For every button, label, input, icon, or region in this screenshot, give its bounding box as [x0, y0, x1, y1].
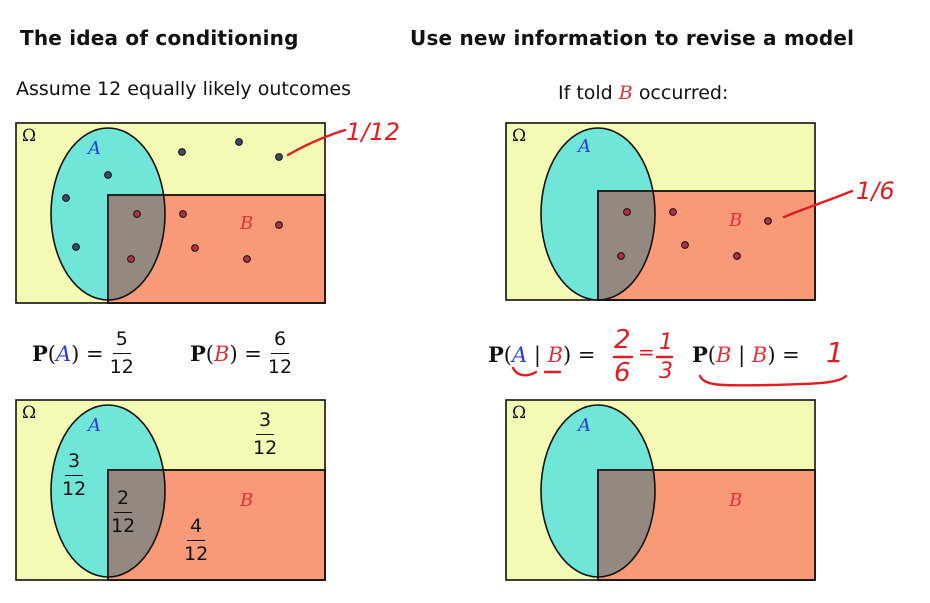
outcome-point — [275, 153, 283, 161]
outcome-point — [72, 243, 80, 251]
right-subtitle: If told B occurred: — [558, 82, 728, 104]
fraction-denominator: 12 — [253, 437, 278, 459]
fraction-a-only: 3 12 — [62, 452, 86, 499]
fraction-a-and-b: 2 12 — [111, 489, 135, 536]
omega-label: Ω — [512, 403, 527, 423]
formula-p-b: P(B) = 6 12 — [190, 328, 293, 378]
event-a: A — [56, 341, 72, 366]
fraction-denominator: 12 — [62, 478, 87, 500]
handwritten-den-3: 3 — [659, 359, 673, 384]
subtitle-prefix: If told — [558, 82, 613, 104]
outcome-point — [133, 210, 141, 218]
event-a: A — [512, 342, 528, 367]
formula-p-a: P(A) = 5 12 — [32, 328, 134, 378]
outcome-point — [178, 148, 186, 156]
prob-symbol: P — [190, 341, 206, 366]
outcome-point — [681, 241, 689, 249]
outcome-point — [127, 255, 135, 263]
formula-p-a-given-b: P(A | B) = — [488, 342, 596, 367]
fraction-numerator: 6 — [270, 330, 290, 354]
event-b-label: B — [240, 490, 254, 511]
outcome-point — [243, 255, 251, 263]
event-b-label: B — [240, 213, 254, 234]
venn-outcomes — [15, 122, 326, 304]
event-a-label: A — [578, 136, 591, 157]
left-title: The idea of conditioning — [20, 26, 299, 50]
fraction-denominator: 12 — [267, 356, 293, 378]
event-a-outline — [50, 127, 166, 301]
event-b: B — [751, 342, 768, 367]
outcome-point — [179, 210, 187, 218]
fraction-numerator: 4 — [187, 517, 206, 541]
outcome-point — [104, 171, 112, 179]
fraction-outside: 3 12 — [253, 411, 277, 458]
outcome-point — [62, 194, 70, 202]
formula-p-b-given-b: P(B | B) = — [692, 342, 800, 367]
fraction-numerator: 3 — [65, 452, 84, 476]
fraction-numerator: 5 — [112, 330, 131, 354]
prob-symbol: P — [692, 342, 708, 367]
handwritten-den-6: 6 — [614, 358, 631, 388]
event-b: B — [547, 342, 564, 367]
prob-symbol: P — [488, 342, 504, 367]
event-a-label: A — [88, 138, 101, 159]
event-a-label: A — [578, 415, 591, 436]
handwritten-conditional-prob: 1/6 — [856, 177, 895, 205]
underline-a — [511, 366, 538, 377]
annotation-line-1-6 — [782, 189, 854, 219]
omega-label: Ω — [22, 403, 37, 423]
fraction-denominator: 12 — [109, 356, 134, 378]
omega-label: Ω — [22, 126, 37, 146]
outcome-point — [191, 244, 199, 252]
outcome-point — [235, 138, 243, 146]
annotation-line-1-12 — [286, 128, 347, 157]
outcome-point — [733, 252, 741, 260]
venn-conditioned — [505, 399, 816, 581]
event-a-label: A — [88, 415, 101, 436]
underline-pbgb — [698, 374, 848, 387]
left-subtitle: Assume 12 equally likely outcomes — [16, 78, 351, 100]
outcome-points-b — [617, 208, 772, 260]
venn-probabilities — [15, 399, 326, 581]
handwritten-annotations — [286, 128, 854, 387]
fraction-numerator: 3 — [256, 411, 275, 435]
fraction-b-only: 4 12 — [184, 517, 208, 564]
handwritten-equals: = — [638, 340, 655, 364]
omega-label: Ω — [512, 126, 527, 146]
event-b: B — [214, 341, 230, 366]
outcome-point — [275, 221, 283, 229]
handwritten-num-1: 1 — [659, 330, 673, 355]
handwritten-pbgb-value: 1 — [826, 336, 844, 369]
fraction-denominator: 12 — [184, 543, 209, 565]
venn-conditioned-outcomes — [505, 122, 816, 301]
event-b-label: B — [729, 210, 743, 231]
right-title: Use new information to revise a model — [410, 26, 855, 50]
prob-symbol: P — [32, 341, 48, 366]
outcome-point — [764, 217, 772, 225]
event-b: B — [716, 342, 732, 367]
handwritten-num-2: 2 — [614, 325, 631, 355]
outcome-point — [623, 208, 631, 216]
fraction-denominator: 12 — [111, 515, 136, 537]
subtitle-event-b: B — [618, 82, 633, 104]
handwritten-outcome-prob: 1/12 — [346, 118, 400, 146]
outcome-points — [62, 138, 283, 251]
event-b-label: B — [729, 490, 743, 511]
fraction-numerator: 2 — [114, 489, 133, 513]
subtitle-suffix: occurred: — [638, 82, 729, 104]
outcome-point — [669, 208, 677, 216]
outcome-point — [617, 252, 625, 260]
outcome-points-b — [127, 210, 283, 263]
